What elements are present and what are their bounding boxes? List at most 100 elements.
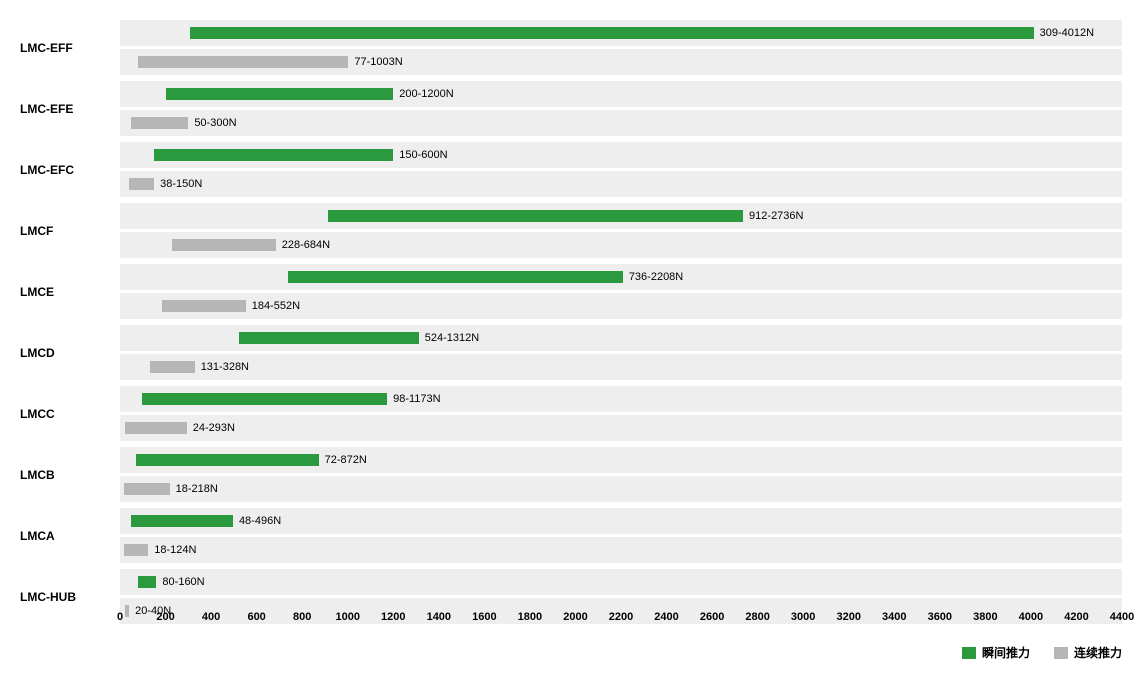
category-group: LMCB72-872N18-218N [120, 447, 1122, 502]
x-tick: 4400 [1110, 611, 1134, 623]
category-group: LMCE736-2208N184-552N [120, 264, 1122, 319]
x-tick: 3600 [928, 611, 952, 623]
legend-item-peak: 瞬间推力 [962, 644, 1030, 661]
category-label: LMCA [20, 529, 110, 543]
range-bar [131, 117, 188, 129]
row-background: 309-4012N [120, 20, 1122, 46]
thrust-range-chart: LMC-EFF 309-4012N 77-1003N LMC-EFE 200-1200N… [20, 20, 1122, 671]
x-tick: 1800 [518, 611, 542, 623]
category-group: LMC-EFF309-4012N77-1003N [120, 20, 1122, 75]
bar-value-label: 736-2208N [623, 271, 683, 283]
legend-item-continuous: 连续推力 [1054, 644, 1122, 661]
row-background: 200-1200N [120, 81, 1122, 107]
chart-rows: LMC-EFF309-4012N77-1003NLMC-EFE200-1200N… [120, 20, 1122, 611]
x-tick: 800 [293, 611, 311, 623]
row-background: 150-600N [120, 142, 1122, 168]
bar-value-label: 98-1173N [387, 393, 441, 405]
legend-label-continuous: 连续推力 [1074, 644, 1122, 661]
range-bar [124, 483, 170, 495]
row-background: 80-160N [120, 569, 1122, 595]
legend-swatch-peak [962, 647, 976, 659]
bar-value-label: 50-300N [188, 117, 236, 129]
range-bar [136, 454, 318, 466]
x-tick: 200 [156, 611, 174, 623]
category-group: LMCA48-496N18-124N [120, 508, 1122, 563]
row-background: 38-150N [120, 171, 1122, 197]
row-background: 50-300N [120, 110, 1122, 136]
row-background: 48-496N [120, 508, 1122, 534]
category-group: LMCD524-1312N131-328N [120, 325, 1122, 380]
row-background: 98-1173N [120, 386, 1122, 412]
x-axis: 0200400600800100012001400160018002000220… [120, 611, 1122, 631]
range-bar [239, 332, 418, 344]
bar-value-label: 228-684N [276, 239, 330, 251]
bar-value-label: 150-600N [393, 149, 447, 161]
row-background: 184-552N [120, 293, 1122, 319]
row-background: 524-1312N [120, 325, 1122, 351]
row-background: 72-872N [120, 447, 1122, 473]
bar-value-label: 18-218N [170, 483, 218, 495]
range-bar [328, 210, 743, 222]
range-bar [138, 576, 156, 588]
bar-value-label: 912-2736N [743, 210, 803, 222]
x-tick: 3400 [882, 611, 906, 623]
category-label: LMC-HUB [20, 590, 110, 604]
bar-value-label: 131-328N [195, 361, 249, 373]
x-tick: 3800 [973, 611, 997, 623]
legend-label-peak: 瞬间推力 [982, 644, 1030, 661]
category-label: LMCB [20, 468, 110, 482]
legend-swatch-continuous [1054, 647, 1068, 659]
range-bar [142, 393, 387, 405]
bar-value-label: 24-293N [187, 422, 235, 434]
range-bar [190, 27, 1033, 39]
bar-value-label: 18-124N [148, 544, 196, 556]
bar-value-label: 48-496N [233, 515, 281, 527]
bar-value-label: 309-4012N [1034, 27, 1094, 39]
x-tick: 3200 [836, 611, 860, 623]
legend: 瞬间推力 连续推力 [962, 644, 1122, 661]
category-label: LMCC [20, 407, 110, 421]
x-tick: 2400 [654, 611, 678, 623]
x-tick: 2200 [609, 611, 633, 623]
range-bar [162, 300, 246, 312]
bar-value-label: 77-1003N [348, 56, 402, 68]
row-background: 228-684N [120, 232, 1122, 258]
range-bar [288, 271, 623, 283]
range-bar [131, 515, 233, 527]
x-tick: 0 [117, 611, 123, 623]
x-tick: 2000 [563, 611, 587, 623]
bar-value-label: 80-160N [156, 576, 204, 588]
bar-value-label: 184-552N [246, 300, 300, 312]
category-label: LMCD [20, 346, 110, 360]
category-label: LMC-EFF [20, 41, 110, 55]
x-tick: 4000 [1019, 611, 1043, 623]
x-tick: 2600 [700, 611, 724, 623]
range-bar [172, 239, 276, 251]
row-background: 77-1003N [120, 49, 1122, 75]
bar-value-label: 72-872N [319, 454, 367, 466]
category-group: LMCC98-1173N24-293N [120, 386, 1122, 441]
x-tick: 1000 [335, 611, 359, 623]
row-background: 18-218N [120, 476, 1122, 502]
row-background: 736-2208N [120, 264, 1122, 290]
category-label: LMC-EFE [20, 102, 110, 116]
x-tick: 400 [202, 611, 220, 623]
bar-value-label: 524-1312N [419, 332, 479, 344]
category-group: LMC-EFC150-600N38-150N [120, 142, 1122, 197]
x-tick: 3000 [791, 611, 815, 623]
x-tick: 1200 [381, 611, 405, 623]
range-bar [154, 149, 393, 161]
x-tick: 1400 [427, 611, 451, 623]
range-bar [125, 422, 186, 434]
x-tick: 1600 [472, 611, 496, 623]
range-bar [150, 361, 195, 373]
row-background: 131-328N [120, 354, 1122, 380]
range-bar [129, 178, 155, 190]
x-tick: 2800 [745, 611, 769, 623]
category-label: LMCF [20, 224, 110, 238]
row-background: 24-293N [120, 415, 1122, 441]
category-group: LMCF912-2736N228-684N [120, 203, 1122, 258]
bar-value-label: 200-1200N [393, 88, 453, 100]
range-bar [166, 88, 394, 100]
category-label: LMC-EFC [20, 163, 110, 177]
